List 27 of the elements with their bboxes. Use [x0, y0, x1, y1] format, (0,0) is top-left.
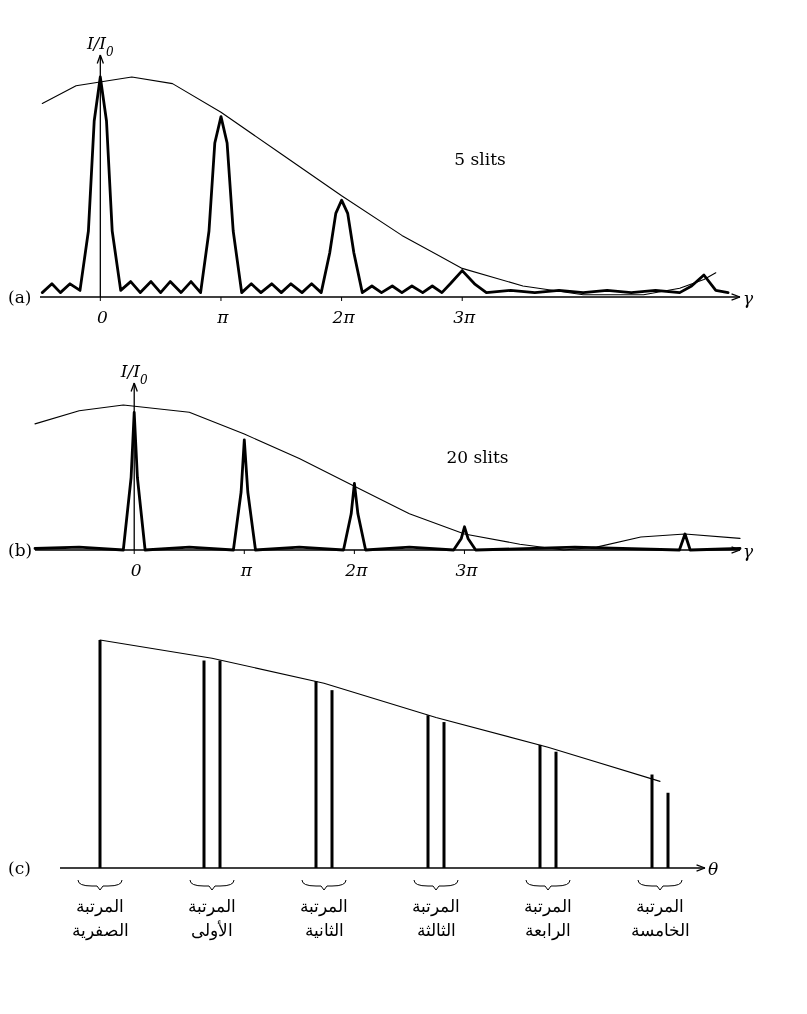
y-axis-title: I/I$_{0}$ — [85, 33, 115, 59]
x-tick-label: المرتبة الخامسة — [630, 896, 690, 940]
annotation: 5 slits — [454, 149, 506, 169]
x-tick-label: المرتبة الثانية — [300, 896, 348, 940]
y-axis-title: I/I$_{0}$ — [119, 361, 148, 387]
bar — [330, 690, 334, 868]
x-tick-label: المرتبة الرابعة — [524, 896, 572, 941]
x-tick-label: 2π — [331, 307, 356, 327]
x-tick-label: المرتبة الصفرية — [71, 896, 129, 941]
x-axis-title: γ — [743, 288, 754, 308]
x-tick-label: 2π — [344, 560, 369, 580]
x-tick-label: 3π — [455, 560, 479, 580]
x-axis-title: γ — [743, 541, 754, 561]
text: (c) — [8, 858, 31, 878]
x-tick-label: المرتبة الثالثة — [412, 896, 460, 940]
x-tick-label: المرتبة الأولى — [188, 896, 236, 941]
text: (b) — [8, 540, 33, 560]
x-tick-label: π — [239, 560, 253, 580]
x-tick-label: 0 — [130, 560, 142, 580]
x-axis-title: θ — [708, 859, 719, 879]
bar — [202, 660, 206, 868]
annotation: 20 slits — [446, 447, 509, 467]
bar — [666, 792, 670, 868]
text: (a) — [8, 287, 32, 307]
x-tick-label: 3π — [453, 307, 477, 327]
x-tick-label: π — [216, 307, 230, 327]
x-tick-label: 0 — [96, 307, 108, 327]
